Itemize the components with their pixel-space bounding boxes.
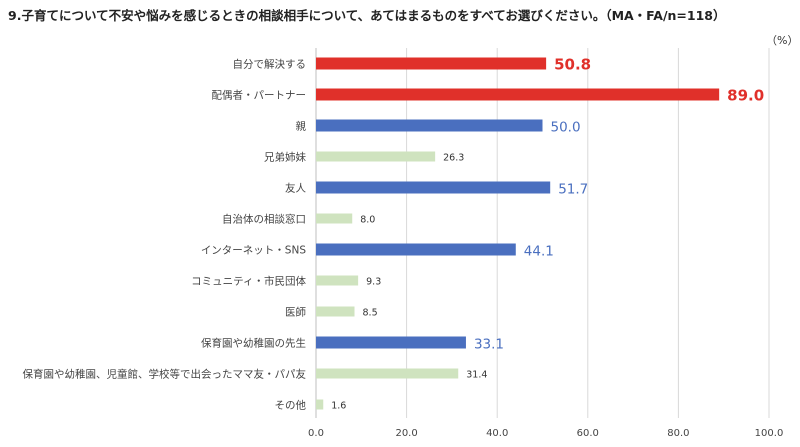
category-label: 親 xyxy=(296,120,307,133)
bar xyxy=(316,88,720,101)
category-label: その他 xyxy=(275,399,307,412)
category-label: 保育園や幼稚園、児童館、学校等で出会ったママ友・パパ友 xyxy=(23,368,307,381)
bar xyxy=(316,181,551,194)
value-label: 50.8 xyxy=(554,56,591,74)
x-axis-ticks: 0.0 20.0 40.0 60.0 80.0 100.0 xyxy=(308,428,783,439)
bar xyxy=(316,151,436,162)
bar xyxy=(316,336,466,349)
grid-lines xyxy=(315,48,770,418)
x-tick-label: 100.0 xyxy=(755,428,784,439)
value-label: 51.7 xyxy=(558,182,588,198)
category-label: インターネット・SNS xyxy=(201,245,307,257)
value-label: 8.0 xyxy=(360,215,375,226)
category-label: 保育園や幼稚園の先生 xyxy=(201,337,306,350)
value-label: 1.6 xyxy=(331,401,346,412)
category-label: 医師 xyxy=(285,306,306,319)
bar xyxy=(316,275,359,286)
category-label: コミュニティ・市民団体 xyxy=(191,275,306,288)
chart-title: 9.子育てについて不安や悩みを感じるときの相談相手について、あてはまるものをすべ… xyxy=(8,8,726,23)
bar xyxy=(316,213,353,224)
x-tick-label: 0.0 xyxy=(308,428,324,439)
value-label: 50.0 xyxy=(551,120,581,136)
category-label: 自分で解決する xyxy=(233,58,307,71)
value-labels: 50.8 89.0 50.0 26.3 51.7 8.0 44.1 9.3 8.5 33.1 31.… xyxy=(331,56,764,412)
x-tick-label: 80.0 xyxy=(667,428,689,439)
category-labels: 自分で解決する配偶者・パートナー親兄弟姉妹友人自治体の相談窓口インターネット・S… xyxy=(23,58,307,412)
category-label: 兄弟姉妹 xyxy=(264,151,306,164)
bar xyxy=(316,368,459,379)
x-tick-label: 40.0 xyxy=(486,428,508,439)
unit-label: （%） xyxy=(766,34,799,47)
value-label: 8.5 xyxy=(363,308,378,319)
bars xyxy=(316,57,720,410)
bar xyxy=(316,306,355,317)
value-label: 33.1 xyxy=(474,337,504,353)
value-label: 9.3 xyxy=(366,277,381,288)
x-tick-label: 20.0 xyxy=(395,428,417,439)
bar xyxy=(316,399,324,410)
value-label: 44.1 xyxy=(524,244,554,260)
bar xyxy=(316,119,543,132)
category-label: 配偶者・パートナー xyxy=(212,89,307,102)
value-label: 31.4 xyxy=(466,370,487,381)
value-label: 26.3 xyxy=(443,153,464,164)
x-tick-label: 60.0 xyxy=(577,428,599,439)
bar xyxy=(316,57,547,70)
value-label: 89.0 xyxy=(727,87,764,105)
bar xyxy=(316,243,516,256)
category-label: 友人 xyxy=(285,182,306,195)
category-label: 自治体の相談窓口 xyxy=(222,213,306,226)
